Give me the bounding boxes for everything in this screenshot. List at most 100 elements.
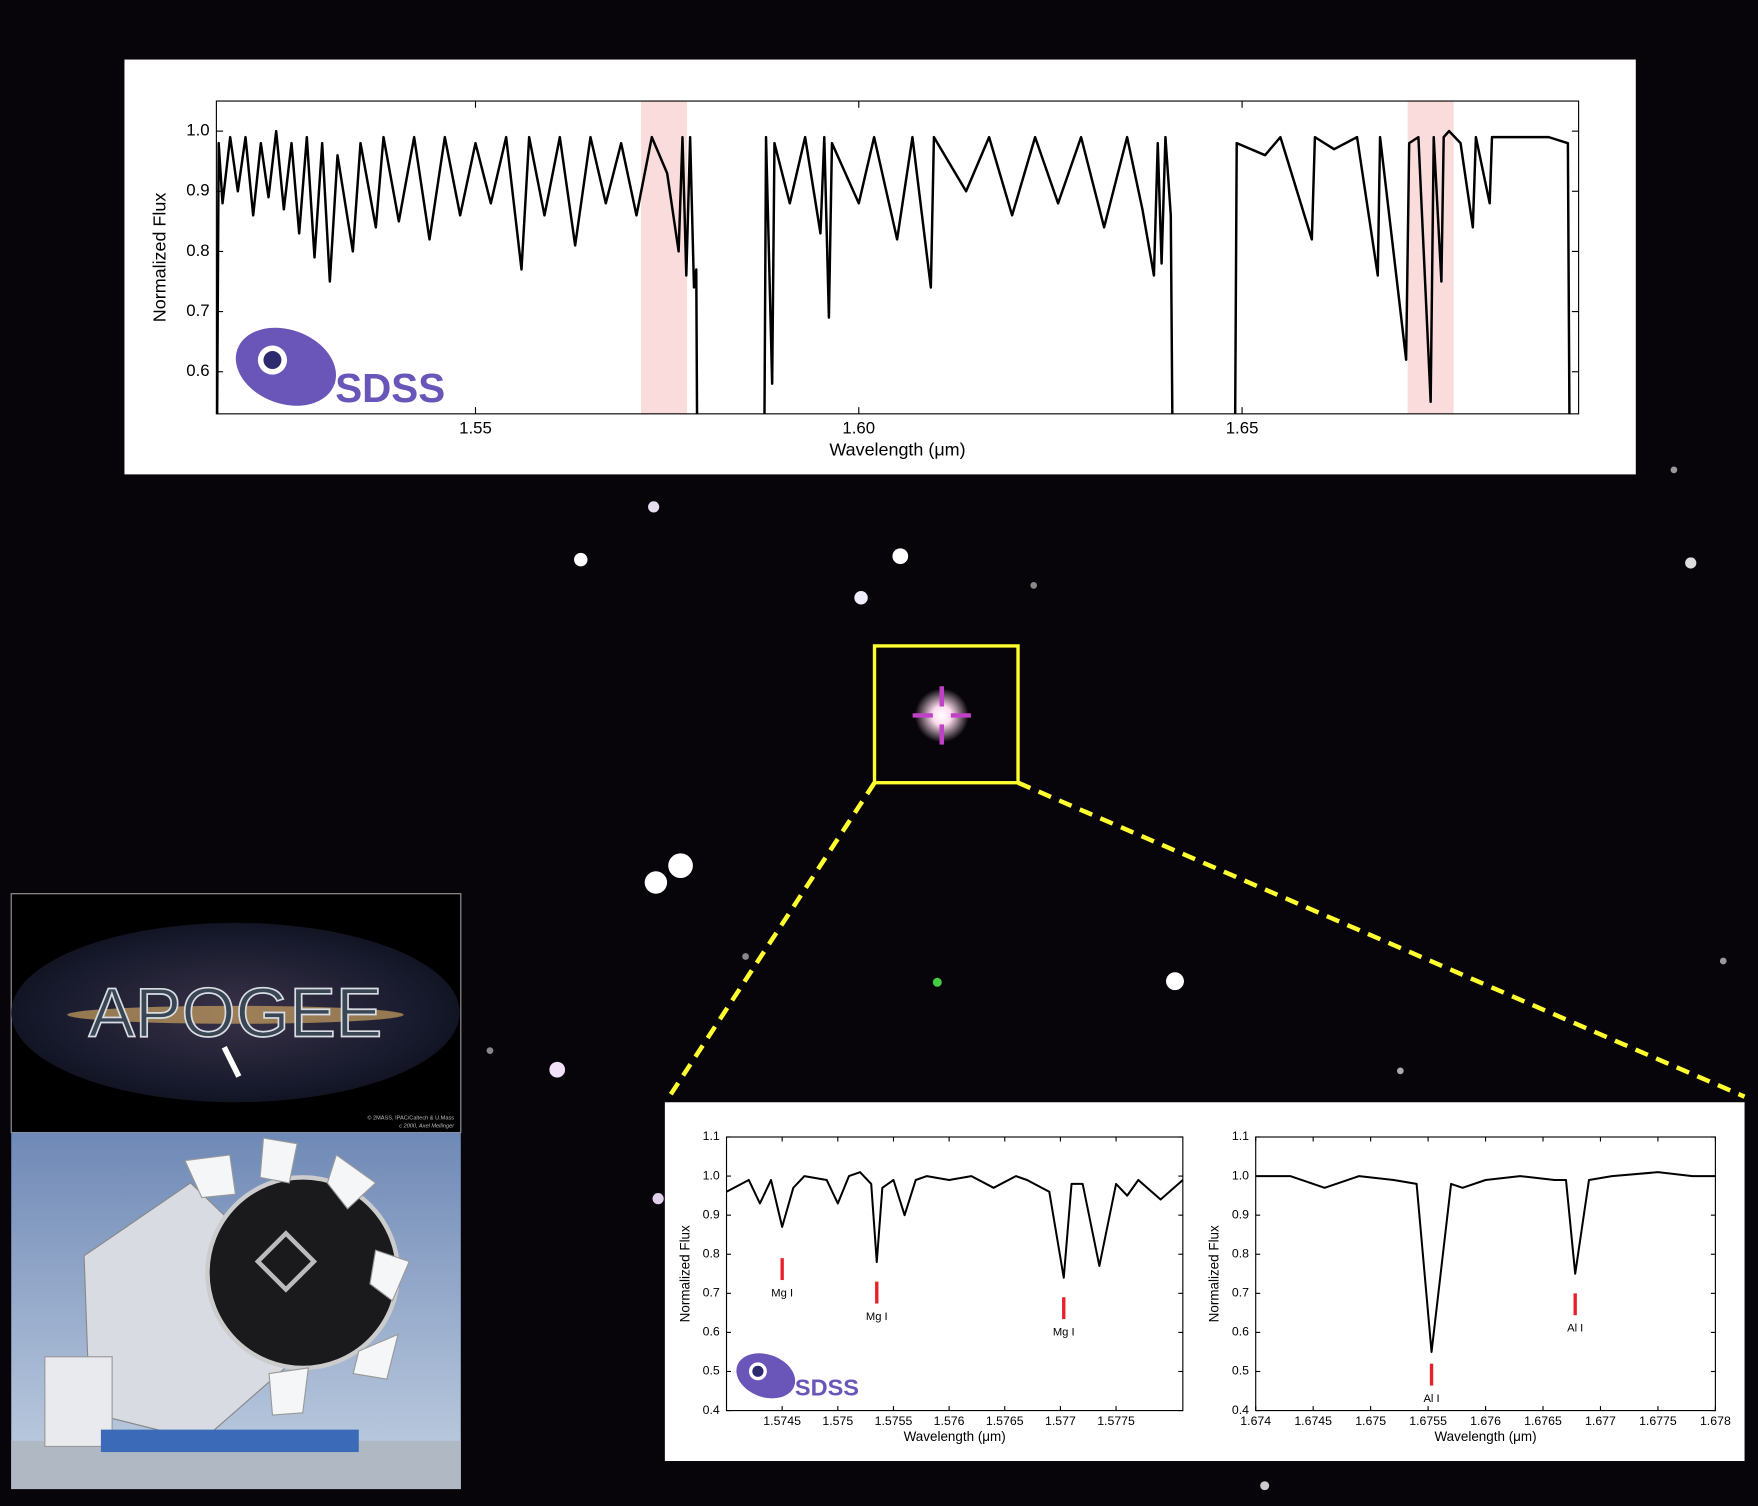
star [1670,466,1678,474]
star [549,1061,566,1078]
x-tick-label: 1.5755 [875,1414,913,1428]
annotation-label: Mg I [771,1287,793,1299]
plot-frame [725,1136,1184,1412]
annotation-label: Al I [1423,1393,1439,1405]
zoom-box [872,644,1020,785]
sdss-text: SDSS [795,1374,859,1400]
chart: 0.4 0.5 0.6 0.7 0.8 0.9 1.0 1.1 1.674 1.6745 1.675… [1207,1129,1731,1444]
chart: 0.6 0.7 0.8 0.9 1.0 1.55 1.60 1.65 Wavelength (μ… [150,100,1580,460]
y-tick-label: 0.8 [703,1246,720,1260]
y-tick-label: 0.9 [703,1207,720,1221]
spectrum-line [215,129,1571,414]
y-tick-label: 0.6 [1232,1325,1249,1339]
star [574,552,588,567]
x-tick-label: 1.575 [822,1414,853,1428]
bottom-panel [664,1102,1745,1462]
x-tick-label: 1.65 [1226,418,1259,437]
plot-frame [215,100,1580,415]
zoom-line [1017,780,1746,1099]
telescope-base [100,1429,359,1453]
star [644,871,668,894]
apogee-text: APOGEE [89,974,383,1052]
star [1166,972,1184,991]
y-axis-label: Normalized Flux [1207,1225,1222,1322]
y-tick-label: 0.6 [186,361,209,380]
star [668,853,693,879]
star [1685,557,1697,569]
x-tick-label: 1.577 [1045,1414,1076,1428]
y-tick-label: 0.7 [703,1286,720,1300]
star [854,590,868,605]
sdss-text: SDSS [335,365,445,411]
x-axis-label: Wavelength (μm) [1435,1429,1537,1444]
y-tick-label: 0.4 [703,1403,720,1417]
y-tick-label: 1.1 [703,1129,720,1143]
x-tick-label: 1.5775 [1097,1414,1135,1428]
y-tick-label: 1.0 [1232,1168,1249,1182]
y-axis-label: Normalized Flux [150,193,170,323]
sdss-logo: SDSS [736,1353,859,1400]
star [892,548,909,565]
y-tick-label: 0.5 [1232,1364,1249,1378]
star [648,501,660,513]
x-tick-label: 1.677 [1585,1414,1616,1428]
star [652,1193,664,1205]
y-tick-label: 0.8 [186,241,209,260]
credit: © 2MASS, IPAC/Caltech & U.Mass [367,1114,454,1121]
x-tick-label: 1.5745 [763,1414,801,1428]
x-tick-label: 1.6755 [1409,1414,1447,1428]
y-tick-label: 0.7 [186,301,209,320]
y-tick-label: 0.6 [703,1325,720,1339]
star [1260,1481,1270,1491]
target-star [914,688,969,743]
star [742,953,749,960]
x-tick-label: 1.55 [459,418,492,437]
star [486,1047,494,1055]
apogee-logo: APOGEE © 2MASS, IPAC/Caltech & U.Mass c … [10,893,462,1134]
y-tick-label: 1.0 [703,1168,720,1182]
telescope-photo [11,1132,461,1490]
x-tick-label: 1.5765 [986,1414,1024,1428]
telescope-spider [254,1230,318,1293]
star [1396,1067,1404,1075]
star [932,977,942,987]
stars [486,466,1727,1491]
crosshair [912,686,971,745]
x-tick-label: 1.674 [1240,1414,1271,1428]
x-tick-label: 1.676 [1470,1414,1501,1428]
annotation-label: Mg I [1053,1327,1075,1339]
star [1719,957,1727,965]
x-tick-label: 1.678 [1700,1414,1731,1428]
y-tick-label: 1.0 [186,121,209,140]
magnifier-handle [221,1046,242,1078]
top-panel [124,59,1636,475]
sdss-logo: SDSS [235,327,445,411]
y-tick-label: 0.9 [186,181,209,200]
x-tick-label: 1.6745 [1294,1414,1332,1428]
y-tick-label: 1.1 [1232,1129,1249,1143]
y-tick-label: 0.4 [1232,1403,1249,1417]
y-axis-label: Normalized Flux [677,1225,692,1322]
highlight-span [641,101,688,414]
y-tick-label: 0.8 [1232,1246,1249,1260]
star [1030,582,1038,589]
x-tick-label: 1.60 [842,418,875,437]
plot-frame [1255,1136,1716,1412]
milky-way [67,1005,404,1024]
spectrum-line [726,1171,1184,1279]
annotation-label: Mg I [866,1311,888,1323]
credit: c 2000, Axel Mellinger [399,1123,455,1129]
x-tick-label: 1.6765 [1524,1414,1562,1428]
chart: 0.4 0.5 0.6 0.7 0.8 0.9 1.0 1.1 1.5745 1.575 1.575… [677,1129,1184,1444]
telescope-petals [184,1137,410,1416]
y-tick-label: 0.7 [1232,1286,1249,1300]
x-tick-label: 1.675 [1355,1414,1386,1428]
spectrum-line [1255,1171,1716,1353]
x-tick-label: 1.6775 [1639,1414,1677,1428]
annotation-label: Al I [1567,1323,1583,1335]
y-tick-label: 0.5 [703,1364,720,1378]
x-tick-label: 1.576 [934,1414,965,1428]
x-axis-label: Wavelength (μm) [904,1429,1006,1444]
